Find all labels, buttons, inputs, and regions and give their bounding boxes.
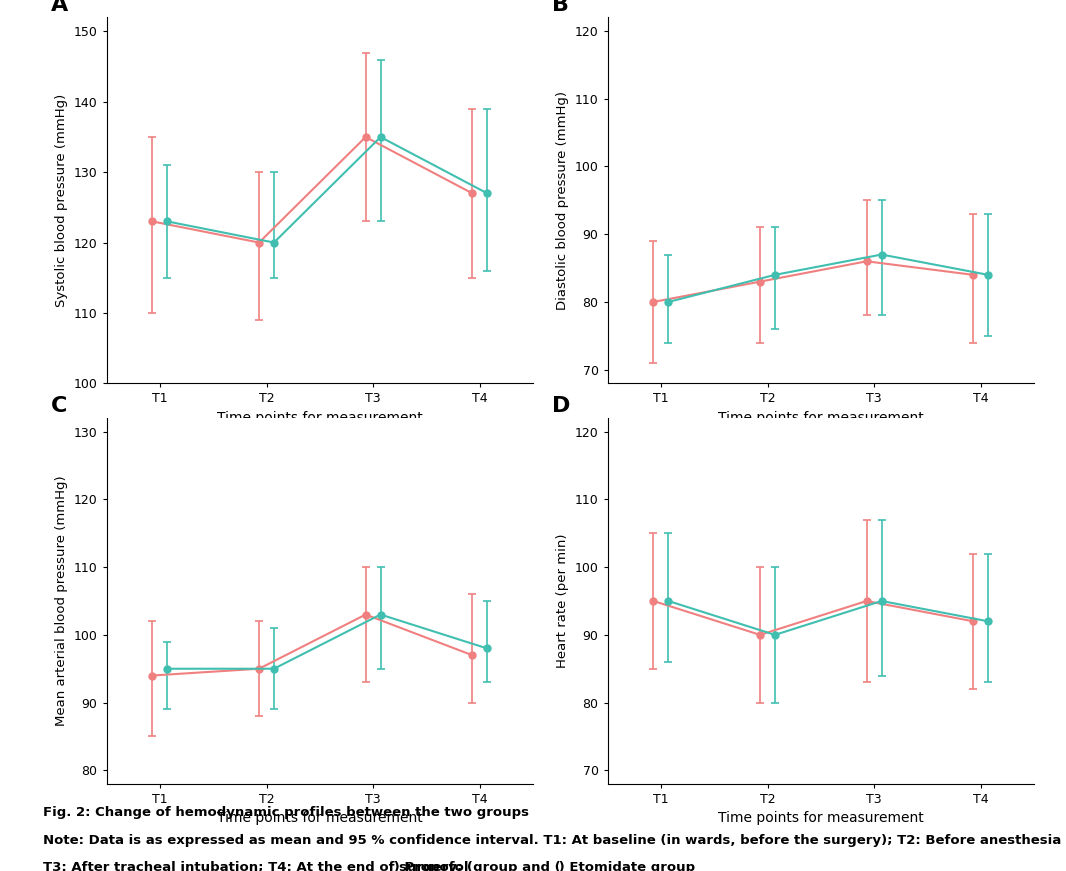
Text: T3: After tracheal intubation; T4: At the end of surgery; (: T3: After tracheal intubation; T4: At th… bbox=[43, 861, 478, 871]
Y-axis label: Mean arterial blood pressure (mmHg): Mean arterial blood pressure (mmHg) bbox=[55, 476, 68, 726]
X-axis label: Time points for measurement: Time points for measurement bbox=[717, 411, 924, 425]
Text: ) Propofol group and (: ) Propofol group and ( bbox=[389, 861, 565, 871]
X-axis label: Time points for measurement: Time points for measurement bbox=[216, 812, 423, 826]
Y-axis label: Heart rate (per min): Heart rate (per min) bbox=[556, 534, 569, 668]
Text: Note: Data is as expressed as mean and 95 % confidence interval. T1: At baseline: Note: Data is as expressed as mean and 9… bbox=[43, 834, 1066, 847]
X-axis label: Time points for measurement: Time points for measurement bbox=[717, 812, 924, 826]
Y-axis label: Diastolic blood pressure (mmHg): Diastolic blood pressure (mmHg) bbox=[556, 91, 569, 310]
Text: Fig. 2: Change of hemodynamic profiles between the two groups: Fig. 2: Change of hemodynamic profiles b… bbox=[43, 806, 529, 819]
X-axis label: Time points for measurement: Time points for measurement bbox=[216, 411, 423, 425]
Text: C: C bbox=[51, 396, 67, 416]
Text: ) Etomidate group: ) Etomidate group bbox=[554, 861, 695, 871]
Text: D: D bbox=[552, 396, 570, 416]
Text: B: B bbox=[552, 0, 569, 16]
Text: A: A bbox=[51, 0, 68, 16]
Y-axis label: Systolic blood pressure (mmHg): Systolic blood pressure (mmHg) bbox=[55, 94, 68, 307]
